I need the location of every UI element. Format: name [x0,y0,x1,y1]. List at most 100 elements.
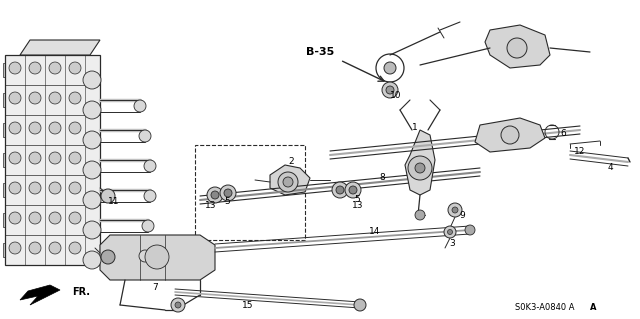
Polygon shape [485,25,550,68]
Bar [3,213,9,227]
Text: 14: 14 [369,227,381,236]
Circle shape [134,100,146,112]
Circle shape [452,207,458,213]
Circle shape [408,156,432,180]
Text: 3: 3 [449,239,455,248]
Circle shape [69,152,81,164]
Circle shape [415,163,425,173]
Polygon shape [20,40,100,55]
Bar [3,183,9,197]
Circle shape [83,191,101,209]
Circle shape [83,71,101,89]
Circle shape [69,92,81,104]
Circle shape [465,225,475,235]
Circle shape [382,82,398,98]
Text: 9: 9 [459,211,465,219]
Text: 8: 8 [379,174,385,182]
Circle shape [49,92,61,104]
Circle shape [145,245,169,269]
Circle shape [448,203,462,217]
Circle shape [283,177,293,187]
Text: 5: 5 [354,196,360,204]
Bar [3,63,9,77]
Polygon shape [270,165,310,195]
Bar [3,93,9,107]
Circle shape [29,92,41,104]
Circle shape [9,212,21,224]
Text: 5: 5 [224,197,230,206]
Circle shape [69,122,81,134]
Circle shape [49,182,61,194]
Circle shape [83,131,101,149]
Text: S0K3-A0840 A: S0K3-A0840 A [515,303,575,313]
Polygon shape [5,55,100,265]
Circle shape [501,126,519,144]
Circle shape [49,242,61,254]
Bar [195,145,305,240]
Circle shape [175,302,181,308]
Circle shape [9,122,21,134]
Text: 13: 13 [205,201,217,210]
Circle shape [69,182,81,194]
Circle shape [444,226,456,238]
Circle shape [144,160,156,172]
Circle shape [9,92,21,104]
Circle shape [29,122,41,134]
Circle shape [332,182,348,198]
Circle shape [49,152,61,164]
Circle shape [139,130,151,142]
Circle shape [101,250,115,264]
Circle shape [384,62,396,74]
Circle shape [9,152,21,164]
Circle shape [49,212,61,224]
Circle shape [49,62,61,74]
Text: FR.: FR. [72,287,90,297]
Circle shape [220,185,236,201]
Text: 12: 12 [574,147,586,157]
Circle shape [144,190,156,202]
Text: 4: 4 [607,164,613,173]
Text: 11: 11 [108,197,120,206]
Circle shape [83,221,101,239]
Polygon shape [475,118,545,152]
Circle shape [447,229,452,234]
Circle shape [29,212,41,224]
Circle shape [224,189,232,197]
Circle shape [9,182,21,194]
Circle shape [211,191,219,199]
Circle shape [49,122,61,134]
Circle shape [171,298,185,312]
Circle shape [83,101,101,119]
Polygon shape [20,285,60,305]
Text: 2: 2 [288,158,294,167]
Circle shape [29,62,41,74]
Bar [3,153,9,167]
Text: 7: 7 [152,284,158,293]
Text: 10: 10 [390,92,402,100]
Circle shape [83,161,101,179]
Text: 15: 15 [243,300,253,309]
Circle shape [69,212,81,224]
Circle shape [83,251,101,269]
Circle shape [207,187,223,203]
Text: 13: 13 [352,202,364,211]
Circle shape [415,210,425,220]
Circle shape [349,186,357,194]
Bar [3,123,9,137]
Text: 1: 1 [412,122,418,131]
Circle shape [386,86,394,94]
Circle shape [139,250,151,262]
Circle shape [507,38,527,58]
Circle shape [29,242,41,254]
Circle shape [354,299,366,311]
Circle shape [142,220,154,232]
Polygon shape [405,130,435,195]
Text: 6: 6 [560,130,566,138]
Bar [3,243,9,257]
Circle shape [69,62,81,74]
Circle shape [9,242,21,254]
Circle shape [69,242,81,254]
Circle shape [336,186,344,194]
Circle shape [29,152,41,164]
Polygon shape [100,235,215,280]
